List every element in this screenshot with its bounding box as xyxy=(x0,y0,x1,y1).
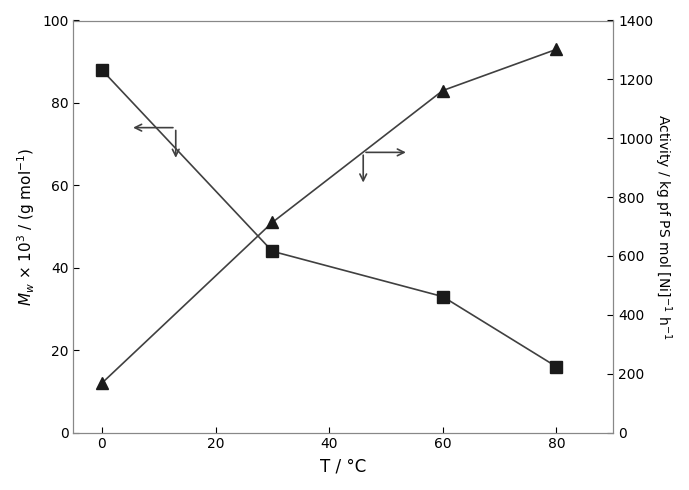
Y-axis label: Activity / kg pf PS mol [Ni]$^{-1}$ h$^{-1}$: Activity / kg pf PS mol [Ni]$^{-1}$ h$^{… xyxy=(652,114,674,339)
X-axis label: T / °C: T / °C xyxy=(320,457,367,475)
Y-axis label: $M_w$ × 10$^3$ / (g mol$^{-1}$): $M_w$ × 10$^3$ / (g mol$^{-1}$) xyxy=(15,147,37,306)
